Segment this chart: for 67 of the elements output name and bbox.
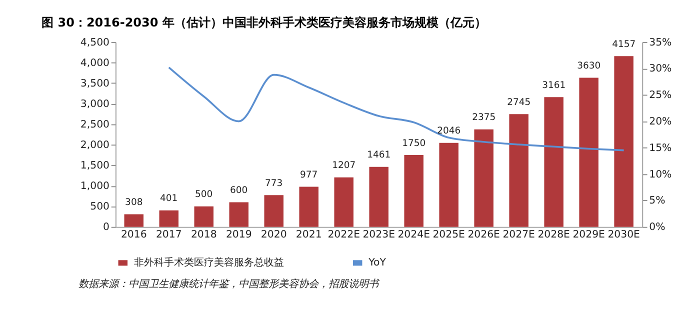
bar (194, 206, 214, 227)
y-tick-label: 0 (103, 222, 110, 234)
data-label: 3630 (577, 60, 601, 72)
y2-tick-label: 15% (649, 142, 672, 154)
bar (159, 210, 178, 227)
data-label: 2745 (507, 96, 531, 108)
x-tick-label: 2020 (260, 230, 287, 241)
data-label: 2375 (472, 112, 496, 124)
bar (509, 114, 528, 227)
data-label: 500 (195, 189, 213, 200)
bar (299, 186, 318, 227)
x-tick-label: 2023E (362, 230, 395, 241)
x-tick-label: 2024E (398, 230, 430, 241)
x-tick-label: 2030E (608, 230, 640, 241)
bar (124, 214, 144, 227)
data-label: 1461 (367, 150, 391, 161)
data-label: 3161 (542, 80, 566, 91)
y-tick-label: 1,000 (80, 181, 110, 192)
data-label: 2046 (437, 126, 461, 137)
bar (229, 202, 248, 227)
y-tick-label: 2,000 (80, 140, 110, 151)
y2-tick-label: 35% (649, 37, 672, 48)
bar (544, 97, 564, 227)
x-tick-label: 2017 (156, 230, 182, 241)
x-tick-label: 2025E (432, 230, 465, 241)
chart-title: 图 30：2016-2030 年（估计）中国非外科手术类医疗美容服务市场规模（亿元） (42, 15, 486, 30)
y2-tick-label: 0% (649, 222, 666, 234)
y2-tick-label: 30% (649, 64, 672, 75)
bar (404, 155, 424, 227)
x-tick-label: 2022E (328, 230, 360, 241)
bar (369, 166, 388, 227)
legend-label: YoY (368, 258, 387, 269)
y-tick-label: 3,500 (80, 78, 110, 90)
x-tick-label: 2028E (538, 230, 570, 241)
data-label: 773 (265, 178, 283, 189)
data-label: 4157 (612, 38, 636, 50)
legend-label: 非外科手术类医疗美容服务总收益 (134, 256, 284, 269)
bar (439, 142, 458, 227)
y-tick-label: 4,000 (80, 58, 110, 69)
data-label: 1207 (332, 160, 356, 172)
bar (264, 195, 284, 227)
y-tick-label: 3,000 (80, 98, 110, 110)
x-tick-label: 2029E (572, 230, 605, 241)
data-label: 977 (300, 170, 318, 181)
bar (334, 177, 354, 227)
x-tick-label: 2018 (190, 230, 217, 241)
source-note: 数据来源：中国卫生健康统计年鉴，中国整形美容协会，招股说明书 (78, 278, 381, 290)
y2-tick-label: 25% (649, 90, 672, 102)
data-label: 600 (230, 185, 248, 196)
data-label: 1750 (402, 138, 426, 149)
x-tick-label: 2021 (296, 230, 322, 241)
y2-tick-label: 20% (649, 116, 672, 128)
bar (474, 129, 494, 227)
data-label: 401 (160, 193, 178, 204)
x-tick-label: 2026E (468, 230, 500, 241)
x-tick-label: 2027E (502, 230, 535, 241)
y2-tick-label: 10% (649, 169, 672, 180)
x-tick-label: 2019 (226, 230, 252, 241)
bar (614, 56, 634, 227)
data-label: 308 (125, 196, 143, 208)
y2-tick-label: 5% (649, 196, 666, 207)
bar (579, 78, 598, 227)
y-tick-label: 2,500 (80, 119, 110, 130)
x-tick-label: 2016 (120, 230, 147, 241)
y-tick-label: 4,500 (80, 37, 110, 48)
y-tick-label: 1,500 (80, 160, 110, 172)
y-tick-label: 500 (90, 202, 110, 213)
